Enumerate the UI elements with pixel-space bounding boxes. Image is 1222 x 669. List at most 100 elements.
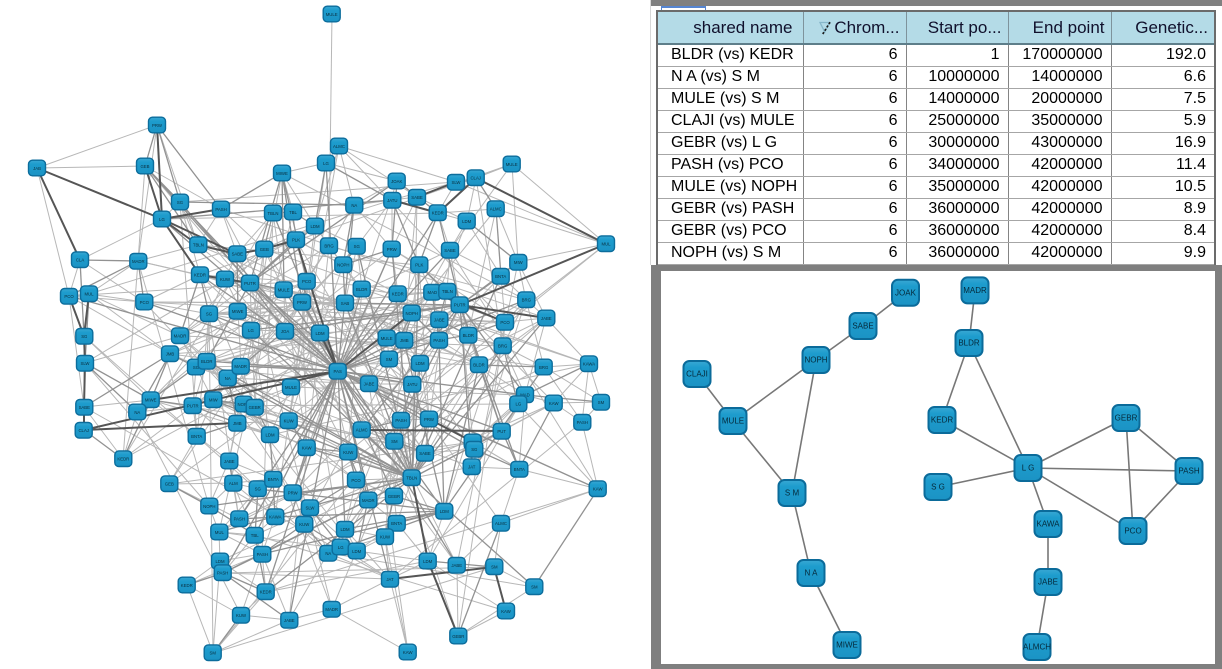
svg-text:JMB: JMB: [233, 421, 242, 426]
svg-text:MIW: MIW: [514, 260, 524, 265]
svg-text:KEDR: KEDR: [194, 273, 206, 278]
svg-text:NOPH: NOPH: [405, 311, 417, 316]
svg-text:CLAJ: CLAJ: [78, 428, 89, 433]
svg-text:MIWE: MIWE: [232, 309, 244, 314]
svg-text:MUL: MUL: [215, 530, 225, 535]
svg-text:BLDR: BLDR: [463, 333, 474, 338]
svg-text:BRG: BRG: [324, 244, 334, 249]
svg-text:PRW: PRW: [387, 247, 398, 252]
svg-text:NA: NA: [225, 376, 231, 381]
svg-text:TBL: TBL: [251, 533, 259, 538]
svg-text:GEBR: GEBR: [1115, 414, 1138, 423]
svg-text:KUW: KUW: [299, 522, 310, 527]
svg-text:GEBR: GEBR: [388, 494, 400, 499]
svg-text:PASH: PASH: [234, 517, 245, 522]
svg-text:KEDR: KEDR: [181, 583, 193, 588]
svg-text:JAT: JAT: [386, 577, 394, 582]
svg-text:JABE: JABE: [224, 459, 235, 464]
svg-text:NA: NA: [325, 551, 331, 556]
svg-text:MADR: MADR: [362, 498, 375, 503]
svg-text:PRW: PRW: [288, 491, 299, 496]
svg-text:LDM: LDM: [310, 224, 319, 229]
svg-text:LDM: LDM: [352, 549, 361, 554]
svg-text:CLA: CLA: [76, 258, 84, 263]
svg-text:KUW: KUW: [220, 277, 231, 282]
svg-text:MAD: MAD: [520, 393, 530, 398]
svg-text:MUL: MUL: [84, 292, 94, 297]
svg-text:KAW: KAW: [549, 401, 560, 406]
svg-text:JABE: JABE: [434, 318, 445, 323]
svg-text:KEDR: KEDR: [260, 590, 272, 595]
svg-text:JABE: JABE: [364, 382, 375, 387]
svg-text:KAWA: KAWA: [269, 515, 281, 520]
svg-text:GEB: GEB: [140, 164, 149, 169]
svg-text:GEBR: GEBR: [452, 634, 464, 639]
svg-text:PCO: PCO: [302, 279, 312, 284]
svg-text:PASH: PASH: [577, 420, 588, 425]
svg-text:MAD: MAD: [428, 290, 438, 295]
svg-text:S G: S G: [931, 483, 945, 492]
svg-text:BNTA: BNTA: [191, 434, 202, 439]
svg-text:JOAK: JOAK: [391, 179, 402, 184]
svg-text:SABE: SABE: [444, 248, 456, 253]
svg-text:PLK: PLK: [415, 263, 423, 268]
svg-text:JABE: JABE: [451, 563, 462, 568]
svg-text:PAS: PAS: [334, 369, 342, 374]
svg-text:BNTA: BNTA: [514, 467, 525, 472]
svg-text:MIWE: MIWE: [145, 398, 157, 403]
svg-text:PCO: PCO: [64, 294, 74, 299]
svg-text:GEB: GEB: [165, 482, 174, 487]
svg-text:MIWE: MIWE: [836, 641, 858, 650]
svg-text:NOPH: NOPH: [237, 402, 249, 407]
svg-text:MULE: MULE: [381, 336, 393, 341]
svg-text:MULE: MULE: [278, 288, 290, 293]
svg-text:KUW: KUW: [236, 613, 247, 618]
svg-text:MULE: MULE: [285, 385, 297, 390]
svg-text:S M: S M: [785, 489, 800, 498]
svg-text:SG: SG: [81, 334, 88, 339]
svg-text:SM: SM: [391, 439, 398, 444]
svg-text:JMB: JMB: [166, 352, 175, 357]
svg-text:SM: SM: [531, 585, 538, 590]
svg-text:BLDR: BLDR: [356, 287, 367, 292]
svg-text:PUTR: PUTR: [187, 404, 199, 409]
svg-text:GEB: GEB: [260, 247, 269, 252]
svg-text:ALMC: ALMC: [333, 144, 345, 149]
svg-text:CLAJI: CLAJI: [686, 370, 708, 379]
svg-text:SM: SM: [598, 400, 605, 405]
svg-text:MADR: MADR: [325, 607, 338, 612]
svg-text:NOPH: NOPH: [337, 263, 349, 268]
svg-text:PASH: PASH: [215, 207, 226, 212]
svg-text:KAW: KAW: [593, 487, 604, 492]
svg-text:ALMC: ALMC: [495, 521, 507, 526]
svg-text:PASH: PASH: [257, 552, 268, 557]
svg-text:BLDR: BLDR: [201, 359, 212, 364]
svg-text:PCO: PCO: [140, 300, 150, 305]
svg-text:MUL: MUL: [601, 242, 611, 247]
svg-text:JATU: JATU: [387, 198, 397, 203]
svg-text:PRW: PRW: [297, 300, 308, 305]
svg-text:TBLN: TBLN: [193, 243, 204, 248]
svg-text:KAWA: KAWA: [1037, 520, 1061, 529]
svg-text:SABE: SABE: [852, 322, 873, 331]
svg-text:MULE: MULE: [722, 417, 744, 426]
svg-text:LG: LG: [338, 545, 344, 550]
svg-text:N A: N A: [805, 569, 819, 578]
svg-text:SM: SM: [209, 651, 216, 656]
svg-text:PASH: PASH: [395, 418, 406, 423]
svg-text:ALMCH: ALMCH: [1023, 643, 1051, 652]
svg-text:NA: NA: [134, 410, 140, 415]
svg-text:PUTR: PUTR: [244, 281, 256, 286]
svg-text:SLW: SLW: [452, 180, 462, 185]
svg-text:BRG: BRG: [522, 298, 532, 303]
svg-text:SG: SG: [471, 447, 478, 452]
svg-text:KAWA: KAWA: [583, 362, 595, 367]
svg-text:BNTA: BNTA: [495, 274, 506, 279]
svg-text:KUW: KUW: [380, 535, 391, 540]
svg-text:PASH: PASH: [433, 338, 444, 343]
svg-text:JMB: JMB: [400, 338, 409, 343]
svg-text:LDM: LDM: [265, 433, 274, 438]
svg-text:SABE: SABE: [419, 451, 431, 456]
svg-text:TBLN: TBLN: [268, 211, 279, 216]
svg-text:JATU: JATU: [407, 382, 417, 387]
